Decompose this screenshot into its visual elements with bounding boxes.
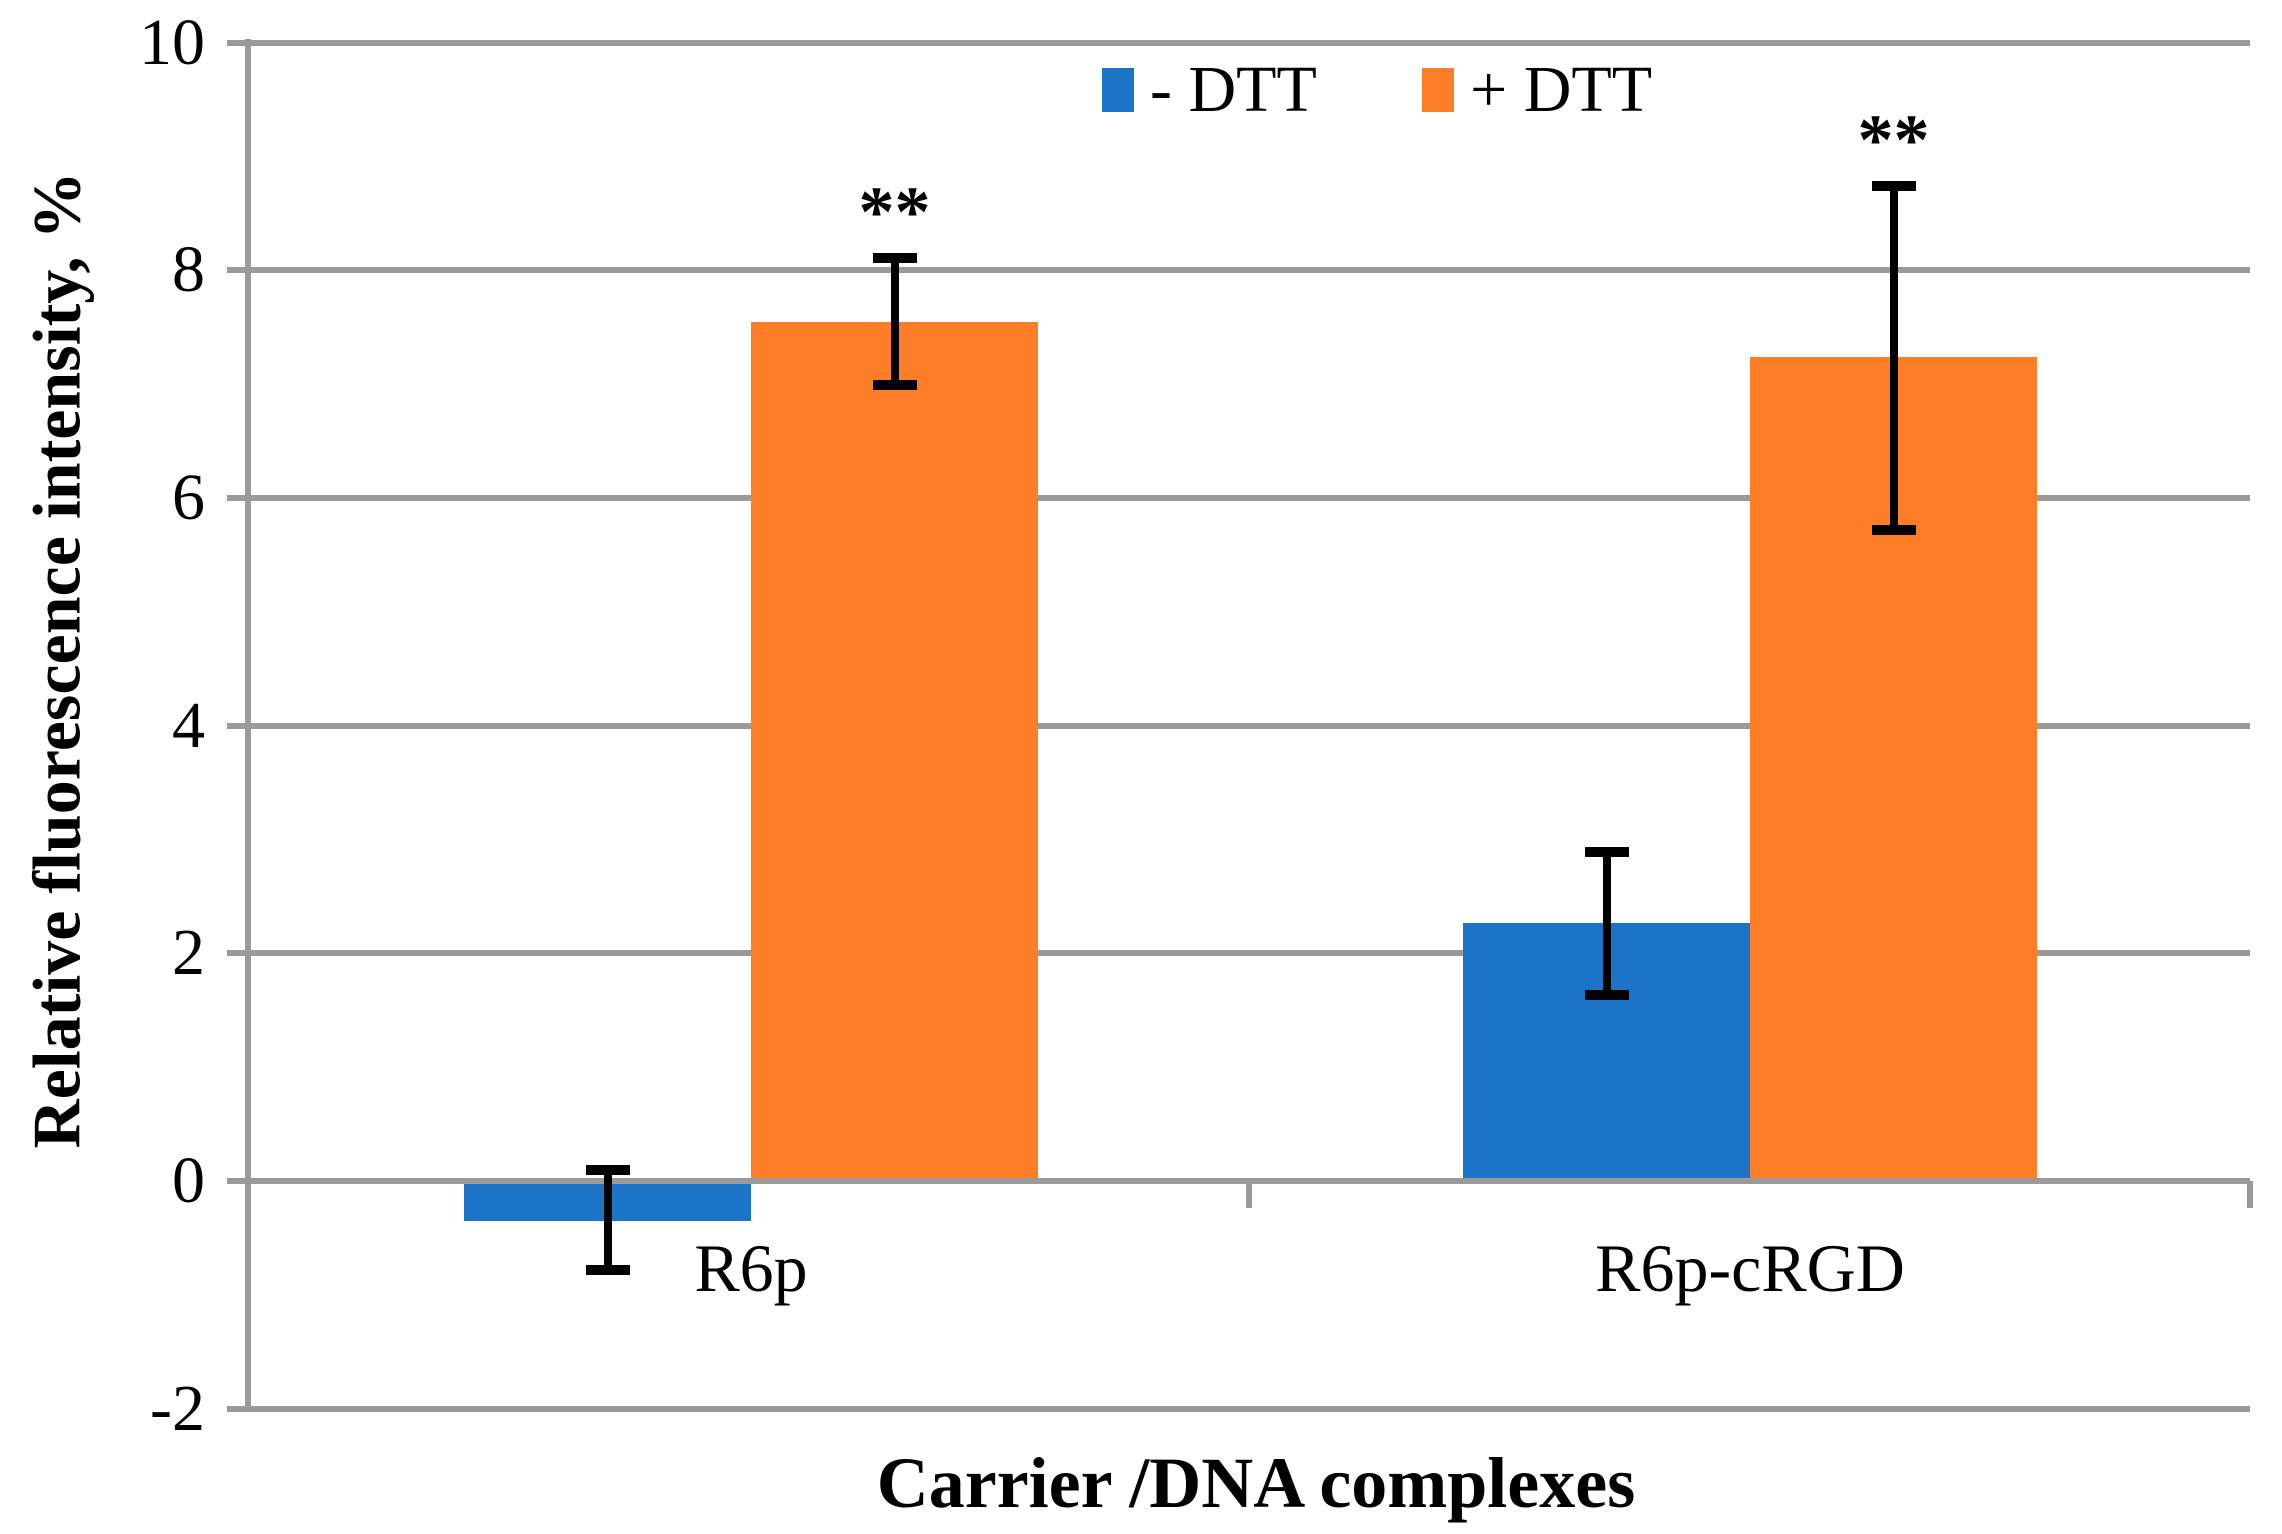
y-tick-label-4: 4 xyxy=(172,688,205,762)
error-bar-cap-top xyxy=(872,252,917,263)
error-bar-cap-bottom xyxy=(1871,524,1916,535)
legend-label-minus-dtt: - DTT xyxy=(1150,53,1317,126)
gridline-y-2 xyxy=(227,950,2250,957)
y-tick-label-2: 2 xyxy=(172,916,205,990)
error-bar-line xyxy=(603,1169,612,1270)
error-bar-cap-bottom xyxy=(1584,990,1629,1001)
x-axis-tick-0 xyxy=(1246,1181,1252,1208)
error-bar-cap-bottom xyxy=(872,380,917,391)
gridline-y-0 xyxy=(227,1178,2250,1184)
error-bar-cap-top xyxy=(585,1164,630,1175)
error-bar-cap-bottom xyxy=(585,1264,630,1275)
y-tick-label-6: 6 xyxy=(172,461,205,535)
legend-label-plus-dtt: + DTT xyxy=(1470,53,1653,126)
gridline-y-4 xyxy=(227,722,2250,729)
x-axis-tick-1 xyxy=(2247,1181,2253,1208)
gridline-y-8 xyxy=(227,267,2250,274)
significance-label: ** xyxy=(858,171,931,252)
error-bar-cap-top xyxy=(1871,181,1916,192)
gridline-y-10 xyxy=(227,39,2250,46)
category-label-r6p: R6p xyxy=(694,1230,808,1306)
y-axis-title: Relative fluorescence intensity, % xyxy=(18,171,95,1149)
y-axis-line xyxy=(245,39,251,1411)
significance-label: ** xyxy=(1857,100,1930,181)
error-bar-line xyxy=(890,257,899,386)
y-tick-label-0: 0 xyxy=(172,1144,205,1217)
legend-swatch-minus-dtt-icon xyxy=(1102,68,1134,112)
y-tick-label-10: 10 xyxy=(139,5,205,79)
y-tick-label--2: -2 xyxy=(150,1371,205,1445)
y-tick-label-8: 8 xyxy=(172,233,205,307)
legend-swatch-plus-dtt-icon xyxy=(1422,68,1454,112)
error-bar-line xyxy=(1602,852,1611,996)
x-axis-title: Carrier /DNA complexes xyxy=(876,1443,1636,1523)
bar-dtt-r6p xyxy=(751,321,1038,1178)
legend-item-plus-dtt: + DTT xyxy=(1422,57,1652,123)
category-label-r6p-crgd: R6p-cRGD xyxy=(1595,1230,1905,1306)
error-bar-line xyxy=(1889,186,1898,530)
legend-item-minus-dtt: - DTT xyxy=(1102,57,1317,123)
gridline-y--2 xyxy=(227,1405,2250,1412)
error-bar-cap-top xyxy=(1584,847,1629,858)
gridline-y-6 xyxy=(227,495,2250,502)
